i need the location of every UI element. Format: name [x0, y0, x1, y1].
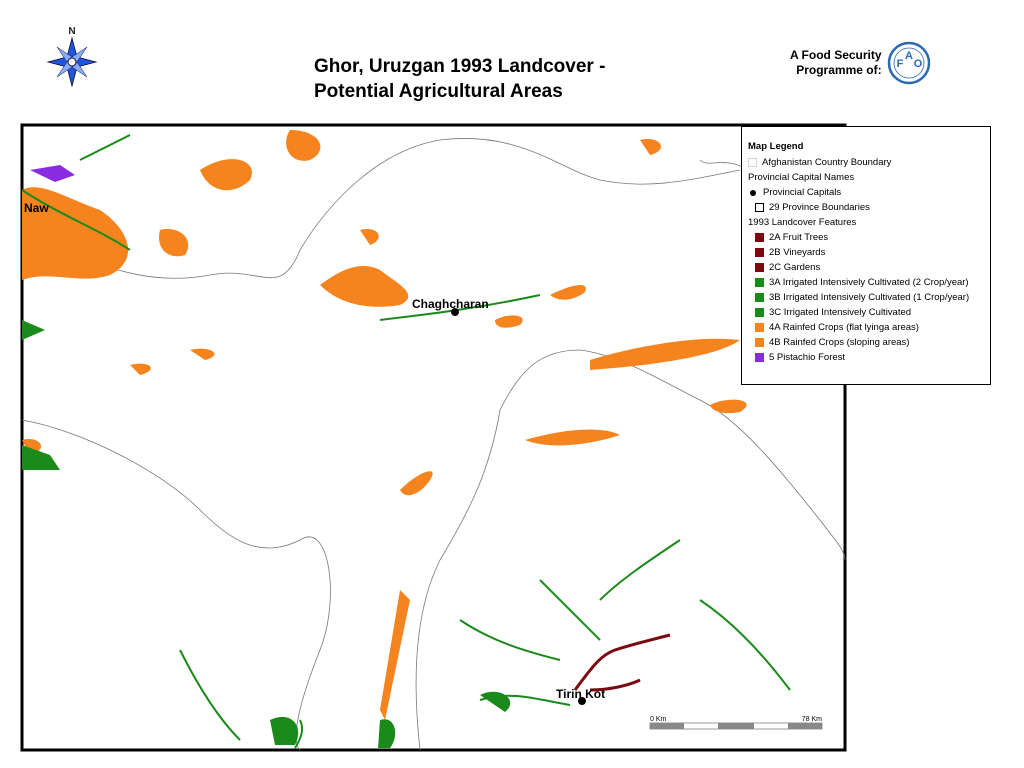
title-line: Ghor, Uruzgan 1993 Landcover -: [314, 56, 606, 77]
legend-swatch: [755, 338, 764, 347]
legend-row: Provincial Capitals: [748, 185, 990, 200]
legend-row: 3B Irrigated Intensively Cultivated (1 C…: [748, 290, 990, 305]
legend-label: 2B Vineyards: [769, 247, 826, 258]
legend-swatch: [755, 323, 764, 332]
place-label: Chaghcharan: [412, 297, 489, 311]
legend-row: 2C Gardens: [748, 260, 990, 275]
legend-label: Provincial Capital Names: [748, 172, 855, 183]
logo-letter: F: [897, 58, 904, 70]
legend-label: 3B Irrigated Intensively Cultivated (1 C…: [769, 292, 970, 303]
legend-swatch: [755, 308, 764, 317]
legend-row: 29 Province Boundaries: [748, 200, 990, 215]
scale-label: 78 Km: [802, 716, 822, 723]
legend-label: 29 Province Boundaries: [769, 202, 870, 213]
fao-logo: F A O: [887, 41, 931, 85]
legend-row: 2B Vineyards: [748, 245, 990, 260]
legend-swatch: [755, 233, 764, 242]
legend-row: 2A Fruit Trees: [748, 230, 990, 245]
map-frame: [20, 123, 847, 752]
fruit-trees: [573, 633, 671, 692]
legend-label: Afghanistan Country Boundary: [762, 157, 892, 168]
legend-label: 2A Fruit Trees: [769, 232, 829, 243]
legend-row: 3C Irrigated Intensively Cultivated: [748, 305, 990, 320]
legend-swatch: [755, 293, 764, 302]
programme-text: A Food Security Programme of:: [790, 48, 882, 78]
legend-title: Map Legend: [748, 141, 804, 152]
legend-row: Provincial Capital Names: [748, 170, 990, 185]
legend-label: 3C Irrigated Intensively Cultivated: [769, 307, 912, 318]
legend-swatch: [750, 189, 756, 196]
irrigated-areas-fill: [22, 320, 511, 748]
legend-label: Provincial Capitals: [763, 187, 842, 198]
legend-label: 3A Irrigated Intensively Cultivated (2 C…: [769, 277, 969, 288]
pistachio-forest: [30, 165, 75, 182]
legend-row: 1993 Landcover Features: [748, 215, 990, 230]
scale-bar: 0 Km 78 Km: [649, 716, 823, 730]
map-legend: Map Legend Afghanistan Country Boundary P…: [741, 126, 991, 385]
logo-letter: O: [914, 58, 923, 70]
legend-swatch: [755, 278, 764, 287]
legend-label: 1993 Landcover Features: [748, 217, 857, 228]
place-label: Naw: [24, 201, 49, 215]
programme-line: A Food Security: [790, 48, 882, 62]
legend-swatch: [748, 158, 757, 167]
legend-row: 3A Irrigated Intensively Cultivated (2 C…: [748, 275, 990, 290]
legend-row: 4B Rainfed Crops (sloping areas): [748, 335, 990, 350]
irrigated-areas: [21, 134, 791, 749]
legend-label: 4A Rainfed Crops (flat lyinga areas): [769, 322, 919, 333]
legend-swatch: [755, 263, 764, 272]
legend-label: 4B Rainfed Crops (sloping areas): [769, 337, 910, 348]
scale-label: 0 Km: [650, 716, 667, 723]
legend-row: 4A Rainfed Crops (flat lyinga areas): [748, 320, 990, 335]
logo-letter: A: [905, 50, 913, 62]
legend-row: 5 Pistachio Forest: [748, 350, 990, 365]
map-title: Ghor, Uruzgan 1993 Landcover - Potential…: [314, 54, 605, 104]
compass-label: N: [68, 26, 75, 37]
compass-rose: N: [46, 26, 98, 88]
rainfed-crops: [22, 130, 747, 720]
provincial-capital: [578, 697, 586, 705]
legend-row: Afghanistan Country Boundary: [748, 155, 990, 170]
legend-swatch: [755, 248, 764, 257]
place-label: Tirin Kot: [556, 687, 605, 701]
programme-line: Programme of:: [796, 63, 882, 77]
title-line: Potential Agricultural Areas: [314, 81, 563, 102]
legend-label: 2C Gardens: [769, 262, 821, 273]
legend-label: 5 Pistachio Forest: [769, 352, 846, 363]
legend-swatch: [755, 353, 764, 362]
legend-swatch: [755, 203, 764, 212]
provincial-capital: [451, 308, 459, 316]
